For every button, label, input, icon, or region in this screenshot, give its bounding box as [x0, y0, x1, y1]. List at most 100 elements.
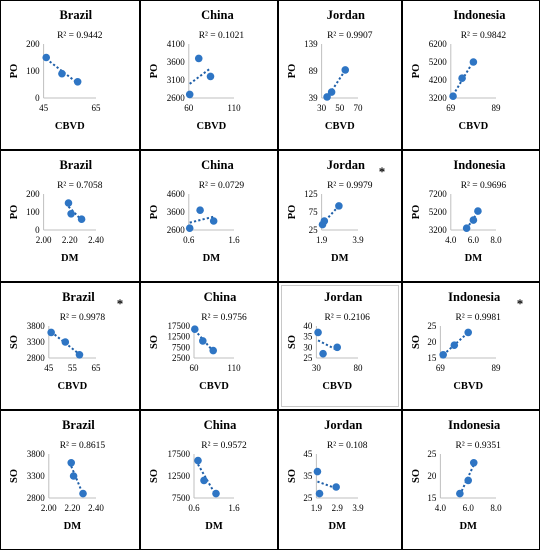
trendline — [70, 465, 84, 495]
y-axis-label: SO — [287, 469, 298, 483]
y-axis-label: SO — [287, 335, 298, 349]
cell-border — [140, 150, 278, 282]
y-axis-label: PO — [411, 205, 422, 220]
x-tick-label: 1.6 — [228, 235, 240, 245]
x-axis-label: DM — [61, 253, 79, 264]
x-tick-label: 3.9 — [352, 503, 364, 513]
x-tick-label: 6.0 — [463, 503, 475, 513]
x-tick-label: 65 — [92, 363, 102, 373]
data-point — [332, 483, 340, 491]
y-tick-label: 2800 — [27, 353, 46, 363]
data-point — [314, 328, 322, 337]
y-axis-label: SO — [411, 335, 422, 349]
y-tick-label: 12500 — [168, 332, 191, 342]
y-axis-label: SO — [149, 469, 160, 483]
y-tick-label: 2500 — [172, 353, 191, 363]
x-axis-label: DM — [205, 521, 223, 532]
data-point — [185, 224, 194, 232]
data-point — [458, 74, 466, 82]
x-tick-label: 2.9 — [332, 503, 344, 513]
y-axis-label: SO — [411, 469, 422, 483]
cell-border — [0, 0, 140, 150]
y-tick-label: 35 — [303, 471, 313, 481]
x-axis-label: CBVD — [197, 121, 227, 132]
y-tick-label: 200 — [26, 189, 40, 199]
x-tick-label: 50 — [335, 103, 345, 113]
data-point — [327, 88, 336, 96]
chart-cell-13: Brazil R² = 0.8615 2800 3300 3800 2.00 2.20 2.4… — [0, 410, 140, 550]
y-tick-label: 17500 — [168, 321, 191, 331]
y-tick-label: 6200 — [429, 39, 448, 49]
x-tick-label: 4.0 — [435, 503, 447, 513]
data-point — [209, 346, 217, 355]
data-point — [42, 53, 51, 62]
y-axis-label: PO — [9, 205, 20, 220]
r-squared-label: R² = 0.9979 — [327, 181, 373, 191]
x-axis-label: DM — [465, 253, 483, 264]
chart-title: Jordan — [324, 290, 362, 304]
y-tick-label: 45 — [303, 449, 313, 459]
data-point — [323, 93, 331, 101]
chart-title: Brazil — [59, 8, 92, 22]
chart-title: Brazil — [62, 418, 95, 432]
y-tick-label: 30 — [303, 342, 313, 352]
cell-border — [0, 150, 140, 282]
chart-title: Indonesia — [453, 8, 506, 22]
r-squared-label: R² = 0.0729 — [199, 181, 245, 191]
chart-title: Jordan — [324, 418, 362, 432]
data-point — [341, 66, 350, 74]
cell-border — [278, 282, 402, 410]
y-tick-label: 3200 — [429, 93, 448, 103]
data-point — [464, 476, 473, 485]
x-tick-label: 55 — [68, 363, 78, 373]
data-point — [191, 325, 199, 334]
y-tick-label: 3800 — [27, 321, 46, 331]
y-axis-label: PO — [411, 64, 422, 79]
r-squared-label: R² = 0.9981 — [455, 313, 501, 323]
y-tick-label: 20 — [427, 471, 437, 481]
trendline — [458, 464, 475, 496]
y-tick-label: 20 — [427, 337, 437, 347]
y-tick-label: 2600 — [167, 93, 186, 103]
y-tick-label: 5200 — [429, 57, 448, 67]
x-tick-label: 0.6 — [188, 503, 200, 513]
x-tick-label: 65 — [92, 103, 102, 113]
y-tick-label: 17500 — [168, 449, 191, 459]
x-tick-label: 30 — [317, 103, 327, 113]
y-axis-label: SO — [149, 335, 160, 349]
y-tick-label: 3200 — [429, 225, 448, 235]
y-tick-label: 3600 — [167, 207, 186, 217]
r-squared-label: R² = 0.9442 — [57, 31, 103, 41]
chart-title: Jordan — [327, 8, 365, 22]
y-tick-label: 3600 — [167, 57, 186, 67]
x-tick-label: 60 — [190, 363, 200, 373]
chart-title: Indonesia — [453, 158, 506, 172]
y-axis-label: PO — [287, 205, 298, 220]
y-tick-label: 3300 — [27, 471, 46, 481]
chart-cell-1: Brazil R² = 0.9442 0 100 200 45 65 CBVD PO — [0, 0, 140, 150]
x-tick-label: 80 — [354, 363, 364, 373]
r-squared-label: R² = 0.9907 — [327, 31, 373, 41]
y-tick-label: 12500 — [168, 471, 191, 481]
cell-border — [278, 150, 402, 282]
data-point — [64, 199, 73, 207]
y-tick-label: 0 — [35, 225, 40, 235]
trendline — [317, 480, 337, 490]
chart-title: Brazil — [59, 158, 92, 172]
data-point — [67, 210, 75, 218]
x-tick-label: 69 — [436, 363, 446, 373]
data-point — [450, 341, 459, 350]
data-point — [320, 217, 329, 225]
x-tick-label: 45 — [39, 103, 49, 113]
x-axis-label: CBVD — [58, 381, 88, 392]
y-tick-label: 200 — [26, 39, 40, 49]
x-axis-label: CBVD — [459, 121, 489, 132]
chart-cell-6: China R² = 0.0729 2600 3600 4600 0.6 1.6 DM PO — [140, 150, 278, 282]
data-point — [333, 343, 342, 352]
x-tick-label: 60 — [184, 103, 194, 113]
y-tick-label: 2800 — [27, 493, 46, 503]
y-axis-label: PO — [149, 64, 160, 79]
chart-cell-16: Indonesia R² = 0.9351 15 20 25 4.0 6.0 8.0 DM SO — [402, 410, 540, 550]
